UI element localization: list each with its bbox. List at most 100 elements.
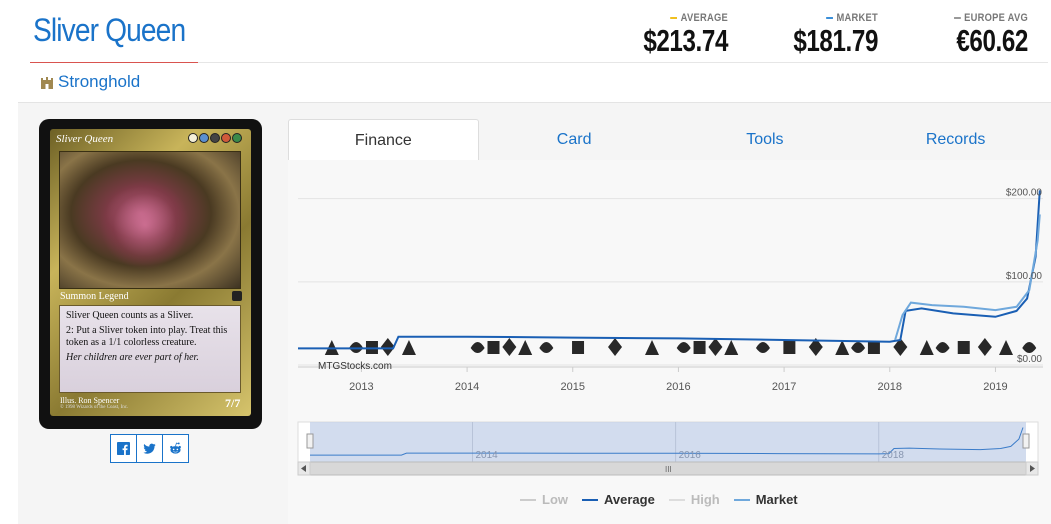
set-symbol-marker[interactable] xyxy=(518,340,533,355)
legend-high-swatch xyxy=(668,498,685,501)
series-line-market[interactable] xyxy=(894,214,1041,341)
mana-cost xyxy=(188,133,242,143)
card-artwork-highlight xyxy=(100,180,190,270)
set-symbol-marker[interactable] xyxy=(755,342,770,353)
card-rules-1: Sliver Queen counts as a Sliver. xyxy=(66,310,194,321)
average-label: AVERAGE xyxy=(680,12,728,24)
set-symbol-marker[interactable] xyxy=(893,338,908,356)
set-symbol-marker[interactable] xyxy=(539,342,554,353)
facebook-icon xyxy=(117,442,130,455)
europe-price: EUROPE AVG €60.62 xyxy=(900,12,1028,58)
set-symbol-marker[interactable] xyxy=(572,341,585,354)
tab-finance[interactable]: Finance xyxy=(288,119,479,161)
set-symbol-marker[interactable] xyxy=(708,338,723,356)
set-symbol-marker[interactable] xyxy=(724,340,739,355)
chart-grid xyxy=(298,198,1043,366)
legend-high[interactable]: High xyxy=(668,492,720,507)
card-flavor: Her children are ever part of her. xyxy=(66,352,199,363)
set-symbol-marker[interactable] xyxy=(851,342,866,353)
castle-icon xyxy=(40,75,54,89)
average-value: $213.74 xyxy=(643,23,728,58)
set-name: Stronghold xyxy=(58,72,141,91)
set-symbol-marker[interactable] xyxy=(977,338,992,356)
navigator-tick-label: 2014 xyxy=(475,450,498,461)
set-symbol-marker[interactable] xyxy=(808,338,823,356)
set-symbol-marker[interactable] xyxy=(470,342,485,353)
tab-tools[interactable]: Tools xyxy=(746,131,784,148)
europe-dash-icon xyxy=(953,17,961,19)
card-type-line: Summon Legend xyxy=(60,291,129,302)
set-symbol-marker[interactable] xyxy=(999,340,1014,355)
set-symbol-marker[interactable] xyxy=(783,341,796,354)
tab-card[interactable]: Card xyxy=(556,131,592,148)
facebook-share-button[interactable] xyxy=(110,434,137,463)
legend-average-label: Average xyxy=(604,492,655,507)
set-symbol-icon xyxy=(232,291,242,301)
legend-market-label: Market xyxy=(755,492,798,507)
chart-series xyxy=(298,190,1041,350)
x-tick-label: 2015 xyxy=(561,381,585,393)
header-divider xyxy=(30,62,1048,63)
navigator-ticks: 2014 2016 2018 xyxy=(475,450,904,461)
set-symbol-marker[interactable] xyxy=(502,338,517,356)
set-link[interactable]: Stronghold xyxy=(40,72,140,92)
set-symbol-marker[interactable] xyxy=(380,338,395,356)
tab-records[interactable]: Records xyxy=(925,131,986,148)
navigator-right-handle[interactable] xyxy=(1022,433,1030,449)
twitter-share-button[interactable] xyxy=(136,434,163,463)
scrollbar-grip-icon: III xyxy=(665,465,672,474)
set-symbol-marker[interactable] xyxy=(957,341,970,354)
market-value: $181.79 xyxy=(793,23,878,58)
navigator-selection[interactable] xyxy=(310,422,1026,462)
legend-high-label: High xyxy=(690,492,720,507)
set-symbol-marker[interactable] xyxy=(487,341,500,354)
navigator-tick-label: 2016 xyxy=(679,450,702,461)
legend-low-swatch xyxy=(520,498,536,501)
title-underline xyxy=(30,62,198,63)
price-chart: $0.00 $100.00 $200.00 2013 2014 2015 2016 2017… xyxy=(297,188,1043,476)
legend-low-label: Low xyxy=(542,492,568,507)
set-symbol-marker[interactable] xyxy=(835,340,850,355)
market-label: MARKET xyxy=(836,12,878,24)
page-title: Sliver Queen xyxy=(33,12,186,48)
navigator-series xyxy=(310,427,1024,456)
chart-legend: Low Average High Market xyxy=(520,492,798,507)
legend-average-swatch xyxy=(582,498,598,501)
x-tick-label: 2014 xyxy=(455,381,479,393)
y-axis-ticks: $0.00 $100.00 $200.00 xyxy=(1006,188,1043,365)
legend-market[interactable]: Market xyxy=(733,492,798,507)
share-buttons xyxy=(110,434,189,463)
x-tick-label: 2018 xyxy=(878,381,902,393)
set-symbol-marker[interactable] xyxy=(645,340,660,355)
blue-mana-icon xyxy=(199,133,209,143)
card-text-box: Sliver Queen counts as a Sliver. 2: Put … xyxy=(59,305,241,393)
x-tick-label: 2016 xyxy=(666,381,690,393)
set-symbol-marker[interactable] xyxy=(401,340,416,355)
set-symbol-marker[interactable] xyxy=(935,342,950,353)
market-dash-icon xyxy=(826,17,834,19)
set-symbol-marker[interactable] xyxy=(608,338,623,356)
twitter-icon xyxy=(143,443,156,454)
black-mana-icon xyxy=(210,133,220,143)
legend-low[interactable]: Low xyxy=(520,492,568,507)
legend-average[interactable]: Average xyxy=(582,492,655,507)
card-rules-2: 2: Put a Sliver token into play. Treat t… xyxy=(66,325,228,348)
set-symbol-marker[interactable] xyxy=(1022,342,1037,353)
set-symbol-marker[interactable] xyxy=(693,341,706,354)
series-line-average[interactable] xyxy=(298,190,1041,350)
red-mana-icon xyxy=(221,133,231,143)
set-symbol-marker[interactable] xyxy=(919,340,934,355)
white-mana-icon xyxy=(188,133,198,143)
navigator-grid xyxy=(471,422,880,462)
tab-bar: Finance Card Tools Records xyxy=(288,119,1051,161)
arrow-left-icon xyxy=(301,465,306,472)
navigator-left-handle[interactable] xyxy=(306,433,314,449)
arrow-right-icon xyxy=(1030,465,1035,472)
navigator-tick-label: 2018 xyxy=(882,450,905,461)
average-dash-icon xyxy=(670,17,678,19)
reddit-share-button[interactable] xyxy=(162,434,189,463)
y-tick-label: $100.00 xyxy=(1006,271,1043,282)
set-symbol-marker[interactable] xyxy=(867,341,880,354)
x-tick-label: 2019 xyxy=(983,381,1007,393)
set-symbol-marker[interactable] xyxy=(676,342,691,353)
